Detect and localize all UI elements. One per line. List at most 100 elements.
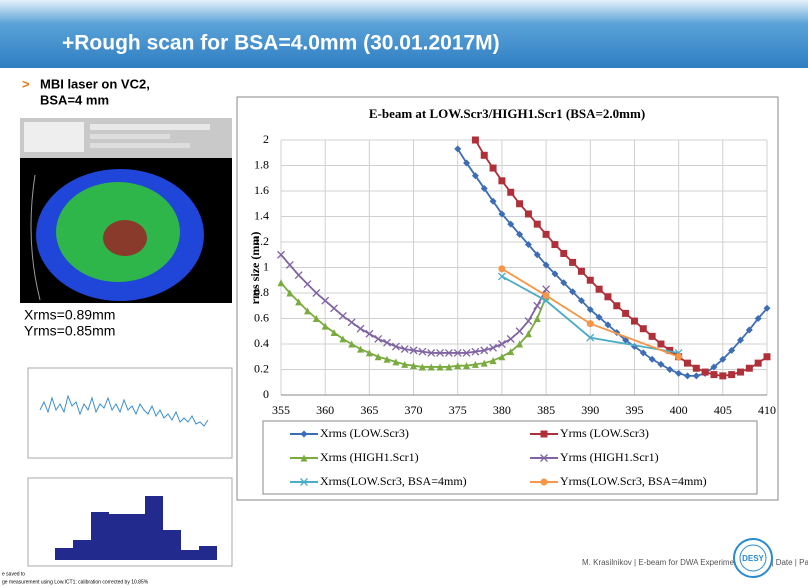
x-tick-label: 405 bbox=[714, 403, 732, 417]
data-point bbox=[533, 251, 541, 259]
data-point bbox=[330, 304, 338, 313]
data-point bbox=[454, 362, 462, 370]
transmission-plot bbox=[27, 367, 233, 459]
data-point bbox=[586, 320, 594, 328]
data-point bbox=[710, 371, 718, 379]
data-point bbox=[497, 272, 506, 281]
data-point bbox=[542, 230, 550, 238]
data-point bbox=[498, 210, 506, 218]
data-point bbox=[639, 349, 647, 357]
data-point bbox=[471, 136, 479, 144]
legend-label: Yrms (LOW.Scr3) bbox=[560, 426, 649, 440]
x-tick-label: 355 bbox=[272, 403, 290, 417]
data-point bbox=[365, 329, 374, 338]
data-point bbox=[542, 261, 550, 269]
data-point bbox=[312, 315, 320, 322]
data-point bbox=[489, 357, 497, 365]
data-point bbox=[745, 326, 753, 334]
data-point bbox=[728, 346, 736, 354]
y-tick-label: 1.2 bbox=[254, 234, 269, 248]
data-point bbox=[657, 360, 665, 368]
series-line bbox=[501, 275, 679, 354]
data-point bbox=[648, 332, 656, 340]
chart-title: E-beam at LOW.Scr3/HIGH1.Scr1 (BSA=2.0mm… bbox=[369, 106, 645, 121]
data-point bbox=[471, 360, 479, 368]
data-point bbox=[321, 322, 329, 330]
data-point bbox=[480, 184, 488, 192]
data-point bbox=[683, 359, 691, 367]
data-point bbox=[560, 249, 568, 257]
y-tick-label: 0 bbox=[263, 387, 269, 401]
data-point bbox=[533, 301, 542, 310]
x-tick-label: 375 bbox=[449, 403, 467, 417]
y-tick-label: 1.6 bbox=[254, 183, 269, 197]
data-point bbox=[710, 363, 718, 371]
data-point bbox=[569, 258, 577, 266]
data-point bbox=[294, 271, 303, 280]
data-point bbox=[497, 340, 506, 348]
data-point bbox=[489, 197, 497, 205]
data-point bbox=[754, 359, 762, 367]
data-point bbox=[383, 355, 391, 363]
x-tick-label: 400 bbox=[670, 403, 688, 417]
data-point bbox=[524, 241, 532, 249]
data-point bbox=[577, 267, 585, 275]
data-point bbox=[648, 355, 656, 363]
legend-label: Xrms (HIGH1.Scr1) bbox=[320, 450, 419, 464]
data-point bbox=[285, 260, 294, 269]
data-point bbox=[454, 145, 462, 153]
data-point bbox=[728, 371, 736, 379]
bullet-mark: > bbox=[22, 76, 30, 91]
logo-text: DESY bbox=[742, 554, 764, 563]
data-point bbox=[542, 296, 551, 305]
data-point bbox=[542, 285, 551, 294]
data-point bbox=[286, 289, 294, 297]
data-point bbox=[480, 346, 489, 355]
data-point bbox=[692, 364, 700, 372]
y-tick-label: 0.6 bbox=[254, 310, 269, 324]
y-tick-label: 1.8 bbox=[254, 157, 269, 171]
data-point bbox=[463, 362, 471, 370]
data-point bbox=[506, 334, 515, 343]
data-point bbox=[391, 342, 400, 351]
data-point bbox=[683, 372, 691, 380]
legend-label: Xrms(LOW.Scr3, BSA=4mm) bbox=[320, 474, 467, 488]
data-point bbox=[516, 230, 524, 238]
data-point bbox=[300, 430, 308, 438]
data-point bbox=[409, 346, 418, 355]
data-point bbox=[595, 285, 603, 293]
data-point bbox=[277, 250, 285, 259]
desy-logo bbox=[733, 538, 773, 578]
data-point bbox=[498, 177, 506, 185]
y-tick-label: 0.4 bbox=[254, 336, 269, 350]
data-point bbox=[401, 360, 409, 368]
note-text: e saved to bbox=[2, 571, 25, 577]
legend-label: Yrms (HIGH1.Scr1) bbox=[560, 450, 659, 464]
data-point bbox=[427, 363, 435, 371]
data-point bbox=[400, 345, 409, 354]
data-point bbox=[577, 297, 585, 305]
data-point bbox=[300, 478, 308, 486]
y-tick-label: 0.2 bbox=[254, 361, 269, 375]
x-tick-label: 380 bbox=[493, 403, 511, 417]
data-point bbox=[630, 317, 638, 325]
data-point bbox=[692, 372, 700, 380]
data-point bbox=[347, 318, 356, 327]
data-point bbox=[295, 298, 303, 306]
data-point bbox=[604, 321, 612, 329]
data-point bbox=[666, 366, 674, 373]
data-point bbox=[300, 454, 308, 462]
data-point bbox=[392, 358, 400, 366]
header-bar bbox=[0, 0, 808, 68]
data-point bbox=[383, 338, 391, 347]
data-point bbox=[507, 220, 515, 228]
data-point bbox=[357, 345, 365, 353]
data-point bbox=[418, 347, 427, 356]
data-point bbox=[418, 363, 426, 371]
data-point bbox=[444, 348, 453, 357]
data-point bbox=[719, 372, 727, 380]
data-point bbox=[453, 348, 462, 357]
data-point bbox=[551, 270, 559, 278]
data-point bbox=[675, 353, 683, 361]
